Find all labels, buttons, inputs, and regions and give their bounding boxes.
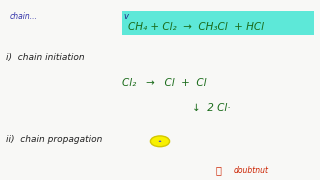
Text: v: v (123, 12, 128, 21)
Text: ↓  2 Cl·: ↓ 2 Cl· (192, 103, 230, 113)
FancyBboxPatch shape (122, 11, 314, 35)
Circle shape (150, 136, 170, 147)
Text: doubtnut: doubtnut (234, 166, 268, 175)
Text: ⓓ: ⓓ (216, 165, 222, 175)
Text: CH₄ + Cl₂  →  CH₃Cl  + HCl: CH₄ + Cl₂ → CH₃Cl + HCl (128, 22, 264, 32)
Text: ii)  chain propagation: ii) chain propagation (6, 135, 103, 144)
Circle shape (159, 141, 161, 142)
Text: i)  chain initiation: i) chain initiation (6, 53, 85, 62)
Text: Cl₂   →   Cl  +  Cl: Cl₂ → Cl + Cl (122, 78, 206, 87)
Text: chain...: chain... (10, 12, 37, 21)
